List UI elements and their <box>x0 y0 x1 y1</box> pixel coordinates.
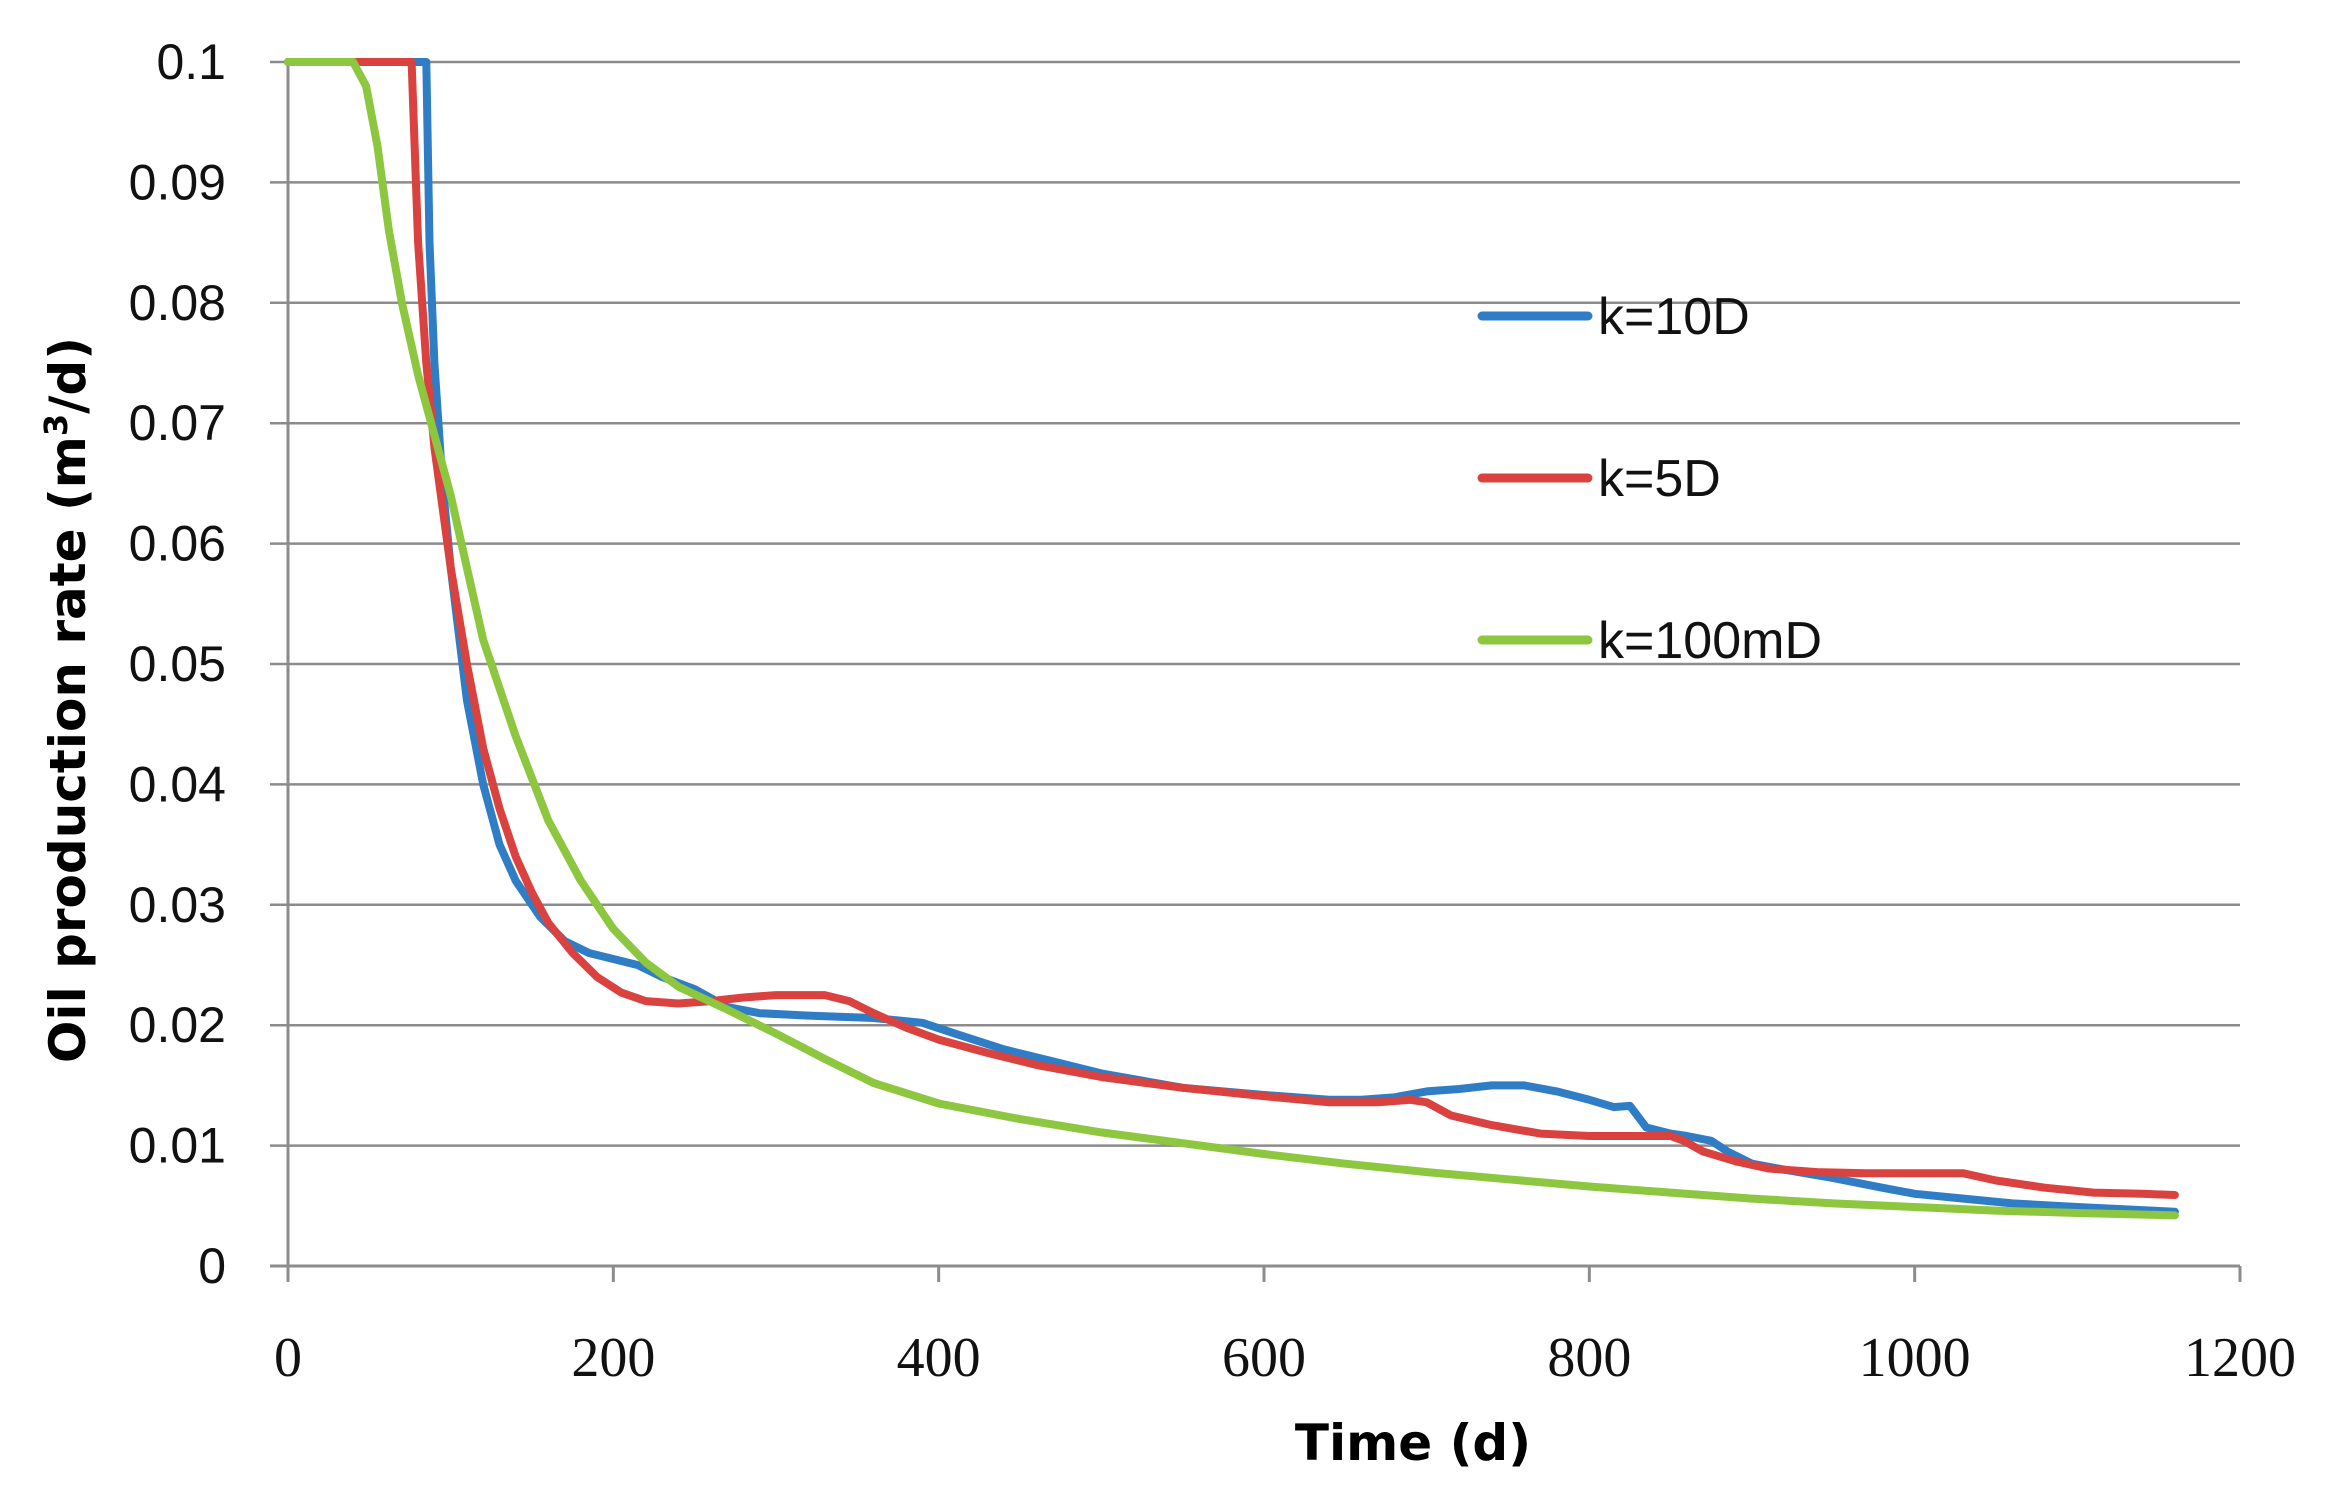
y-tick-label: 0.02 <box>129 997 226 1053</box>
series-line-k=100mD <box>284 58 2179 1220</box>
y-tick-label: 0.04 <box>129 756 226 812</box>
y-tick-label: 0.05 <box>129 636 226 692</box>
y-axis-title-suffix: /d) <box>39 337 97 414</box>
legend: k=10D k=5D k=100mD <box>1477 288 1822 670</box>
axes <box>270 62 2242 1282</box>
y-tick-label: 0.09 <box>129 154 226 210</box>
y-axis-title-prefix: Oil production rate (m <box>39 436 97 1063</box>
y-tick-label: 0 <box>198 1238 226 1294</box>
x-tick-label: 400 <box>897 1327 981 1389</box>
series-line-k=10D <box>284 58 2179 1216</box>
legend-label: k=100mD <box>1598 612 1822 670</box>
x-tick-label: 200 <box>571 1327 655 1389</box>
x-tick-label: 1000 <box>1859 1327 1971 1389</box>
series-line-k=5D <box>284 58 2179 1199</box>
x-tick-label: 600 <box>1222 1327 1306 1389</box>
x-tick-label: 1200 <box>2184 1327 2296 1389</box>
y-tick-label: 0.1 <box>156 34 226 90</box>
y-tick-label: 0.07 <box>129 395 226 451</box>
y-tick-label: 0.08 <box>129 275 226 331</box>
legend-label: k=10D <box>1598 288 1750 346</box>
axis-labels: 0 0.01 0.02 0.03 0.04 0.05 0.06 0.07 0.08 0.09 0.1… <box>129 34 2296 1389</box>
y-tick-label: 0.03 <box>129 877 226 933</box>
x-tick-label: 0 <box>274 1327 302 1389</box>
legend-label: k=5D <box>1598 450 1721 508</box>
x-tick-label: 800 <box>1547 1327 1631 1389</box>
series-lines <box>284 58 2179 1220</box>
y-tick-label: 0.01 <box>129 1118 226 1174</box>
y-tick-label: 0.06 <box>129 516 226 572</box>
gridlines <box>270 60 2240 1147</box>
y-axis-title-superscript: 3 <box>37 414 75 436</box>
x-axis-title: Time (d) <box>1295 1414 1531 1472</box>
y-axis-title: Oil production rate (m3/d) <box>37 337 97 1063</box>
